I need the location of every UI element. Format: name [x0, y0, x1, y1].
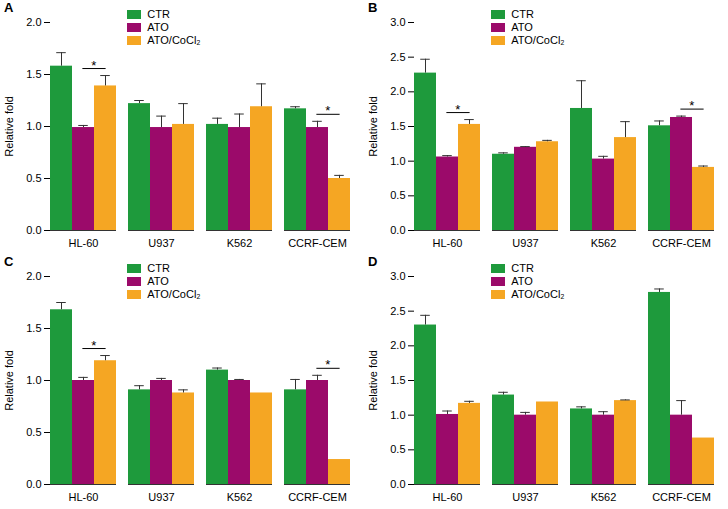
svg-text:Relative fold: Relative fold: [3, 96, 15, 157]
html-text:ATO: ATO: [511, 21, 533, 33]
svg-text:Relative fold: Relative fold: [367, 96, 379, 157]
svg-text:CCRF-CEM: CCRF-CEM: [288, 491, 347, 503]
svg-text:HL-60: HL-60: [69, 237, 99, 249]
svg-text:2.0: 2.0: [26, 16, 41, 28]
html-text:ATO/CoCl₂: ATO/CoCl₂: [511, 288, 565, 300]
svg-text:U937: U937: [512, 237, 538, 249]
svg-text:1.5: 1.5: [390, 120, 405, 132]
html-text:ATO/CoCl₂: ATO/CoCl₂: [147, 34, 201, 46]
svg-text:0.5: 0.5: [26, 172, 41, 184]
html-text:ATO/CoCl₂: ATO/CoCl₂: [511, 34, 565, 46]
html-text:B: B: [368, 0, 378, 15]
svg-text:3.0: 3.0: [390, 16, 405, 28]
svg-text:0.5: 0.5: [390, 443, 405, 455]
svg-text:*: *: [325, 357, 330, 372]
svg-text:2.0: 2.0: [390, 339, 405, 351]
html-text:ATO: ATO: [147, 21, 169, 33]
svg-text:K562: K562: [591, 491, 617, 503]
html-text:D: D: [368, 254, 378, 269]
svg-text:0.0: 0.0: [26, 478, 41, 490]
svg-text:0.0: 0.0: [390, 224, 405, 236]
svg-text:CCRF-CEM: CCRF-CEM: [652, 491, 711, 503]
html-text:CTR: CTR: [511, 8, 534, 20]
svg-text:K562: K562: [591, 237, 617, 249]
svg-text:1.0: 1.0: [26, 120, 41, 132]
svg-text:2.0: 2.0: [390, 85, 405, 97]
html-text:C: C: [4, 254, 14, 269]
svg-text:HL-60: HL-60: [69, 491, 99, 503]
svg-text:Relative fold: Relative fold: [367, 350, 379, 411]
svg-text:CCRF-CEM: CCRF-CEM: [652, 237, 711, 249]
svg-text:*: *: [689, 98, 694, 113]
svg-text:K562: K562: [227, 237, 253, 249]
html-text:ATO/CoCl₂: ATO/CoCl₂: [147, 288, 201, 300]
svg-text:2.0: 2.0: [26, 270, 41, 282]
svg-text:1.5: 1.5: [26, 68, 41, 80]
svg-text:U937: U937: [512, 491, 538, 503]
svg-text:K562: K562: [227, 491, 253, 503]
svg-text:*: *: [455, 102, 460, 117]
svg-text:1.0: 1.0: [390, 409, 405, 421]
svg-text:2.5: 2.5: [390, 51, 405, 63]
svg-text:0.0: 0.0: [26, 224, 41, 236]
svg-text:2.5: 2.5: [390, 305, 405, 317]
svg-text:U937: U937: [148, 491, 174, 503]
svg-text:1.0: 1.0: [26, 374, 41, 386]
html-text:A: A: [4, 0, 14, 15]
svg-text:*: *: [325, 103, 330, 118]
svg-text:1.5: 1.5: [390, 374, 405, 386]
svg-text:HL-60: HL-60: [433, 491, 463, 503]
svg-text:0.0: 0.0: [390, 478, 405, 490]
svg-text:1.5: 1.5: [26, 322, 41, 334]
html-text:ATO: ATO: [147, 275, 169, 287]
svg-text:0.5: 0.5: [26, 426, 41, 438]
svg-text:*: *: [91, 58, 96, 73]
html-text:CTR: CTR: [147, 262, 170, 274]
html-text:CTR: CTR: [511, 262, 534, 274]
html-text:CTR: CTR: [147, 8, 170, 20]
svg-text:HL-60: HL-60: [433, 237, 463, 249]
html-text:ATO: ATO: [511, 275, 533, 287]
svg-text:0.5: 0.5: [390, 189, 405, 201]
svg-text:CCRF-CEM: CCRF-CEM: [288, 237, 347, 249]
svg-text:1.0: 1.0: [390, 155, 405, 167]
svg-text:Relative fold: Relative fold: [3, 350, 15, 411]
svg-text:*: *: [91, 338, 96, 353]
svg-text:3.0: 3.0: [390, 270, 405, 282]
svg-text:U937: U937: [148, 237, 174, 249]
